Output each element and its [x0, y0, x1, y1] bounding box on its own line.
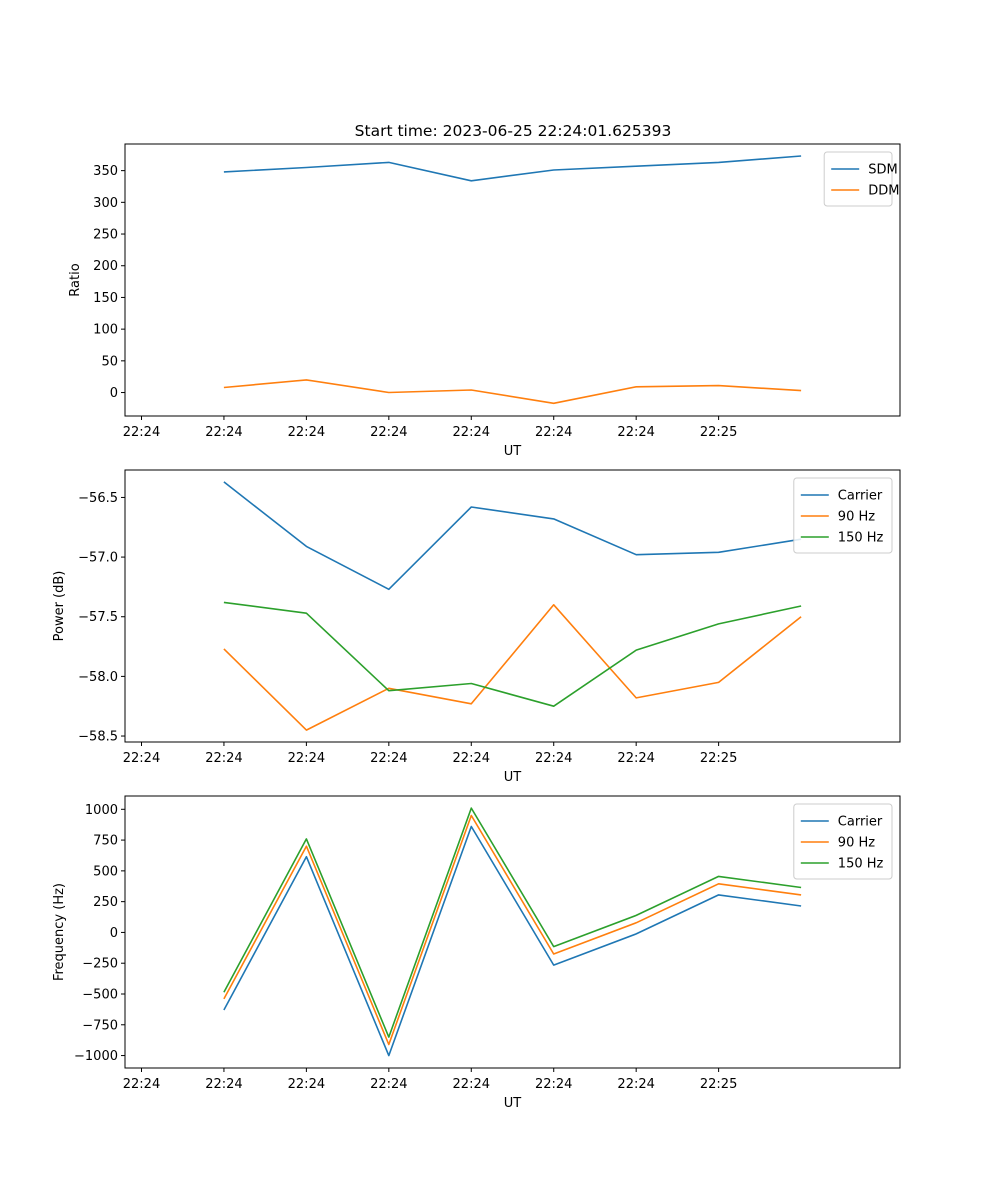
y-tick-label: 0 — [110, 926, 118, 941]
y-tick-label: 0 — [110, 386, 118, 401]
axes-frame — [124, 795, 901, 1069]
y-tick-label: 50 — [101, 354, 118, 369]
x-tick-label: 22:24 — [205, 751, 242, 766]
y-tick-label: 500 — [93, 864, 118, 879]
y-tick-label: −57.0 — [78, 551, 118, 566]
legend-entry: SDM — [868, 163, 897, 178]
series-line-1-1 — [223, 155, 802, 182]
series-line-2-2 — [223, 603, 802, 731]
y-tick-label: 250 — [93, 895, 118, 910]
axes-frame — [124, 469, 901, 743]
y-axis-label: Frequency (Hz) — [52, 883, 67, 981]
series-line-2-1 — [223, 481, 802, 591]
axes-frame — [124, 143, 901, 417]
x-tick-label: 22:24 — [617, 751, 654, 766]
legend-box — [823, 151, 893, 207]
legend: SDM DDM — [823, 151, 899, 207]
x-tick-label: 22:24 — [370, 751, 407, 766]
legend-entry: 150 Hz — [838, 531, 884, 546]
series-line-1-2 — [223, 379, 802, 405]
y-tick-label: 350 — [93, 164, 118, 179]
y-tick-label: 1000 — [85, 803, 118, 818]
series-line-3-2 — [223, 814, 802, 1046]
x-tick-label: 22:24 — [453, 751, 490, 766]
x-tick-label: 22:24 — [288, 1077, 325, 1092]
x-axis-label: UT — [504, 1096, 522, 1111]
x-tick-label: 22:24 — [288, 425, 325, 440]
y-tick-label: −750 — [82, 1018, 118, 1033]
y-tick-label: −56.5 — [78, 491, 118, 506]
y-tick-label: 250 — [93, 228, 118, 243]
x-tick-label: 22:25 — [700, 751, 737, 766]
legend: Carrier 90 Hz 150 Hz — [793, 803, 893, 880]
y-tick-label: 200 — [93, 259, 118, 274]
x-tick-label: 22:24 — [370, 425, 407, 440]
legend-box — [793, 477, 893, 554]
subplot-2: 22:24 22:24 22:24 22:24 22:24 22:24 22:24 22:25… — [52, 469, 901, 785]
y-tick-label: −1000 — [74, 1049, 118, 1064]
legend-entry: Carrier — [838, 815, 883, 830]
y-tick-label: 300 — [93, 196, 118, 211]
x-tick-label: 22:24 — [288, 751, 325, 766]
y-tick-label: 150 — [93, 291, 118, 306]
legend: Carrier 90 Hz 150 Hz — [793, 477, 893, 554]
x-tick-label: 22:24 — [205, 1077, 242, 1092]
x-tick-label: 22:25 — [700, 425, 737, 440]
series-line-3-1 — [223, 825, 802, 1057]
y-tick-label: 100 — [93, 323, 118, 338]
legend-entry: 90 Hz — [838, 510, 875, 525]
x-tick-label: 22:24 — [453, 1077, 490, 1092]
x-tick-label: 22:24 — [535, 425, 572, 440]
y-axis-label: Power (dB) — [52, 571, 67, 642]
x-tick-label: 22:25 — [700, 1077, 737, 1092]
x-axis-label: UT — [504, 770, 522, 785]
x-axis-label: UT — [504, 444, 522, 459]
x-tick-label: 22:24 — [617, 425, 654, 440]
y-tick-label: 750 — [93, 834, 118, 849]
x-tick-label: 22:24 — [535, 751, 572, 766]
y-axis-label: Ratio — [68, 263, 83, 296]
series-line-2-3 — [223, 601, 802, 708]
x-tick-label: 22:24 — [453, 425, 490, 440]
subplot-3: 22:24 22:24 22:24 22:24 22:24 22:24 22:24 22:25… — [52, 795, 901, 1111]
x-tick-label: 22:24 — [123, 751, 160, 766]
x-tick-label: 22:24 — [123, 425, 160, 440]
x-tick-label: 22:24 — [205, 425, 242, 440]
y-tick-label: −500 — [82, 987, 118, 1002]
y-tick-label: −57.5 — [78, 610, 118, 625]
subplot-1: 22:24 22:24 22:24 22:24 22:24 22:24 22:24 22:25… — [68, 143, 901, 459]
x-tick-label: 22:24 — [535, 1077, 572, 1092]
y-tick-label: −58.5 — [78, 730, 118, 745]
x-tick-label: 22:24 — [617, 1077, 654, 1092]
subplots: 22:24 22:24 22:24 22:24 22:24 22:24 22:24 22:25… — [52, 143, 901, 1111]
y-tick-label: −250 — [82, 957, 118, 972]
legend-entry: DDM — [868, 184, 899, 199]
figure-title: Start time: 2023-06-25 22:24:01.625393 — [355, 122, 672, 140]
legend-entry: 90 Hz — [838, 836, 875, 851]
x-tick-label: 22:24 — [370, 1077, 407, 1092]
series-line-3-3 — [223, 807, 802, 1038]
x-tick-label: 22:24 — [123, 1077, 160, 1092]
y-tick-label: −58.0 — [78, 670, 118, 685]
legend-entry: 150 Hz — [838, 857, 884, 872]
legend-box — [793, 803, 893, 880]
legend-entry: Carrier — [838, 489, 883, 504]
